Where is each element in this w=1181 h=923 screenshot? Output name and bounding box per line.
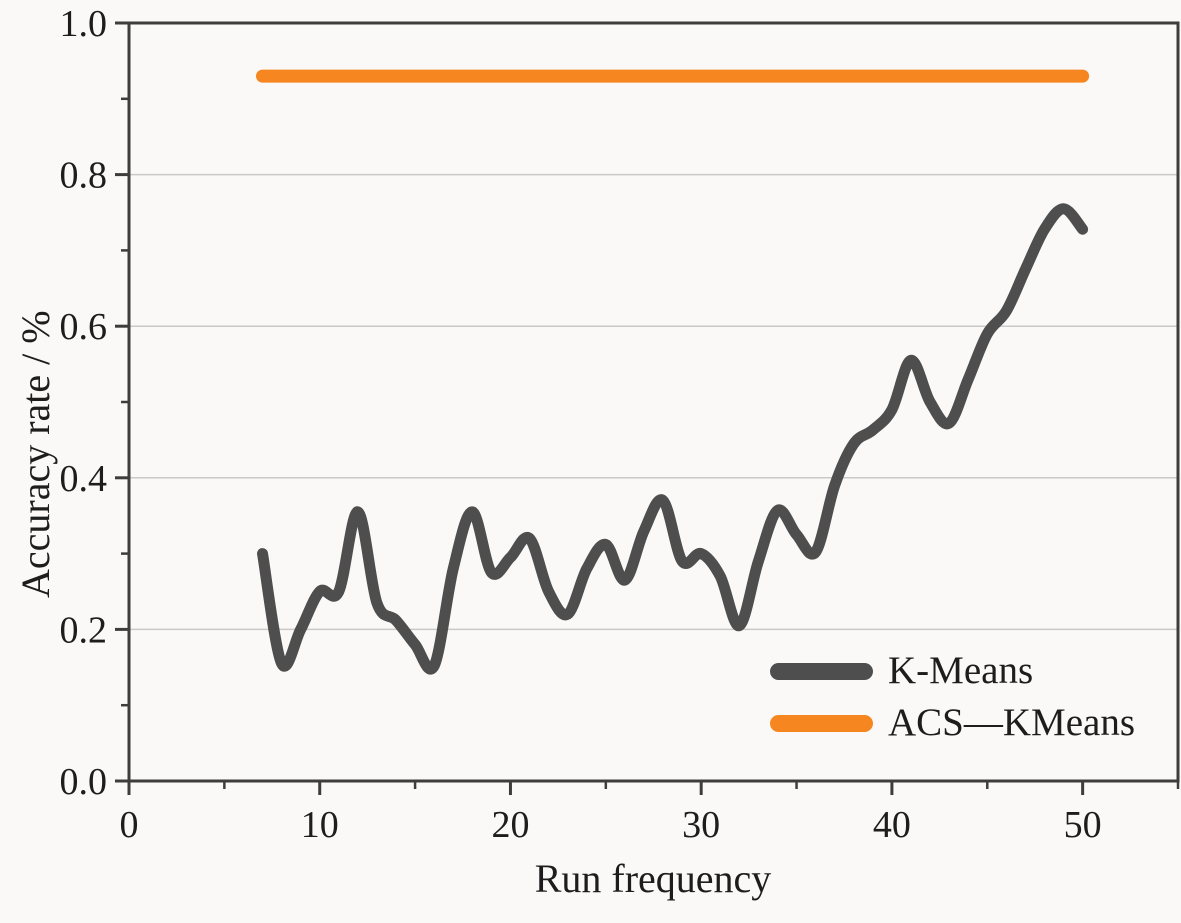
- tick-labels: 0 10 20 30 40 50 0.0 0.2 0.4 0.6 0.8 1.0: [60, 3, 1102, 846]
- y-tick-label: 1.0: [60, 3, 108, 45]
- plot-frame: [127, 21, 1180, 783]
- y-axis-title: Accuracy rate / %: [13, 310, 58, 598]
- acs-kmeans-line-swatch: [770, 714, 873, 732]
- x-tick-label: 50: [1064, 804, 1102, 846]
- legend: K-Means ACS—KMeans: [770, 649, 1136, 745]
- x-tick-label: 0: [120, 804, 139, 846]
- legend-item-kmeans: K-Means: [770, 649, 1135, 693]
- x-tick-label: 30: [682, 804, 720, 846]
- x-tick-label: 40: [873, 804, 911, 846]
- legend-label-acs-kmeans: ACS—KMeans: [888, 700, 1136, 744]
- x-tick-label: 20: [491, 804, 529, 846]
- y-tick-label: 0.0: [60, 761, 108, 803]
- kmeans-line-swatch: [770, 662, 873, 680]
- x-tick-label: 10: [301, 804, 339, 846]
- y-tick-label: 0.2: [60, 609, 108, 651]
- legend-item-acs-kmeans: ACS—KMeans: [770, 700, 1136, 745]
- y-tick-label: 0.8: [60, 155, 108, 197]
- x-axis-title: Run frequency: [534, 856, 772, 901]
- legend-label-kmeans: K-Means: [888, 649, 1034, 692]
- y-tick-label: 0.4: [60, 458, 108, 500]
- kmeans-line: [257, 203, 1089, 675]
- gridlines: [129, 173, 1178, 631]
- series-lines: [256, 69, 1090, 675]
- y-tick-label: 0.6: [60, 306, 108, 348]
